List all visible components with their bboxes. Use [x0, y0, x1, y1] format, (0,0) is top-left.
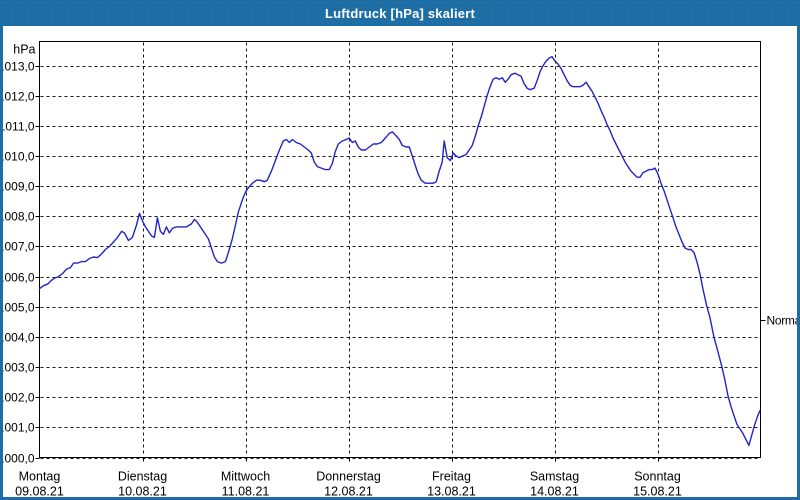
x-date-label: 09.08.21: [15, 485, 64, 498]
x-day-label: Donnerstag: [316, 470, 381, 484]
x-day-label: Dienstag: [118, 470, 167, 484]
x-day-label: Montag: [19, 470, 61, 484]
x-day-label: Mittwoch: [221, 470, 270, 484]
y-tick-label: 1013,0: [3, 60, 35, 74]
y-tick-label: 1000,0: [3, 452, 35, 466]
chart-panel: 1013,0 1012,0 1011,0 1010,0 1009,0 1008,0 1007…: [0, 26, 800, 500]
y-tick-label: 1011,0: [3, 120, 35, 134]
y-tick-label: 1002,0: [3, 391, 35, 405]
x-day-label: Sonntag: [634, 470, 681, 484]
y-tick-label: 1007,0: [3, 240, 35, 254]
x-date-label: 12.08.21: [324, 485, 373, 498]
y-tick-label: 1005,0: [3, 301, 35, 315]
x-day-label: Freitag: [432, 470, 471, 484]
y-axis-unit-label: hPa: [13, 43, 35, 57]
x-date-label: 13.08.21: [427, 485, 476, 498]
pressure-chart[interactable]: 1013,0 1012,0 1011,0 1010,0 1009,0 1008,0 1007…: [3, 26, 797, 497]
y-tick-label: 1001,0: [3, 421, 35, 435]
x-date-label: 10.08.21: [118, 485, 167, 498]
y-tick-label: 1008,0: [3, 210, 35, 224]
x-date-label: 14.08.21: [530, 485, 579, 498]
window-titlebar: Luftdruck [hPa] skaliert: [0, 0, 800, 26]
pressure-line: [38, 55, 761, 447]
y-tick-label: 1010,0: [3, 150, 35, 164]
plot-frame: [38, 40, 762, 459]
window-title: Luftdruck [hPa] skaliert: [325, 5, 475, 21]
y-tick-label: 1006,0: [3, 271, 35, 285]
y-tick-label: 1009,0: [3, 180, 35, 194]
x-date-label: 11.08.21: [222, 485, 270, 498]
y-tick-label: 1012,0: [3, 90, 35, 104]
y-tick-label: 1003,0: [3, 361, 35, 375]
y-tick-label: 1004,0: [3, 331, 35, 345]
x-day-label: Samstag: [530, 470, 579, 484]
x-date-label: 15.08.21: [633, 485, 682, 498]
normal-marker-label: Normal: [767, 313, 798, 327]
